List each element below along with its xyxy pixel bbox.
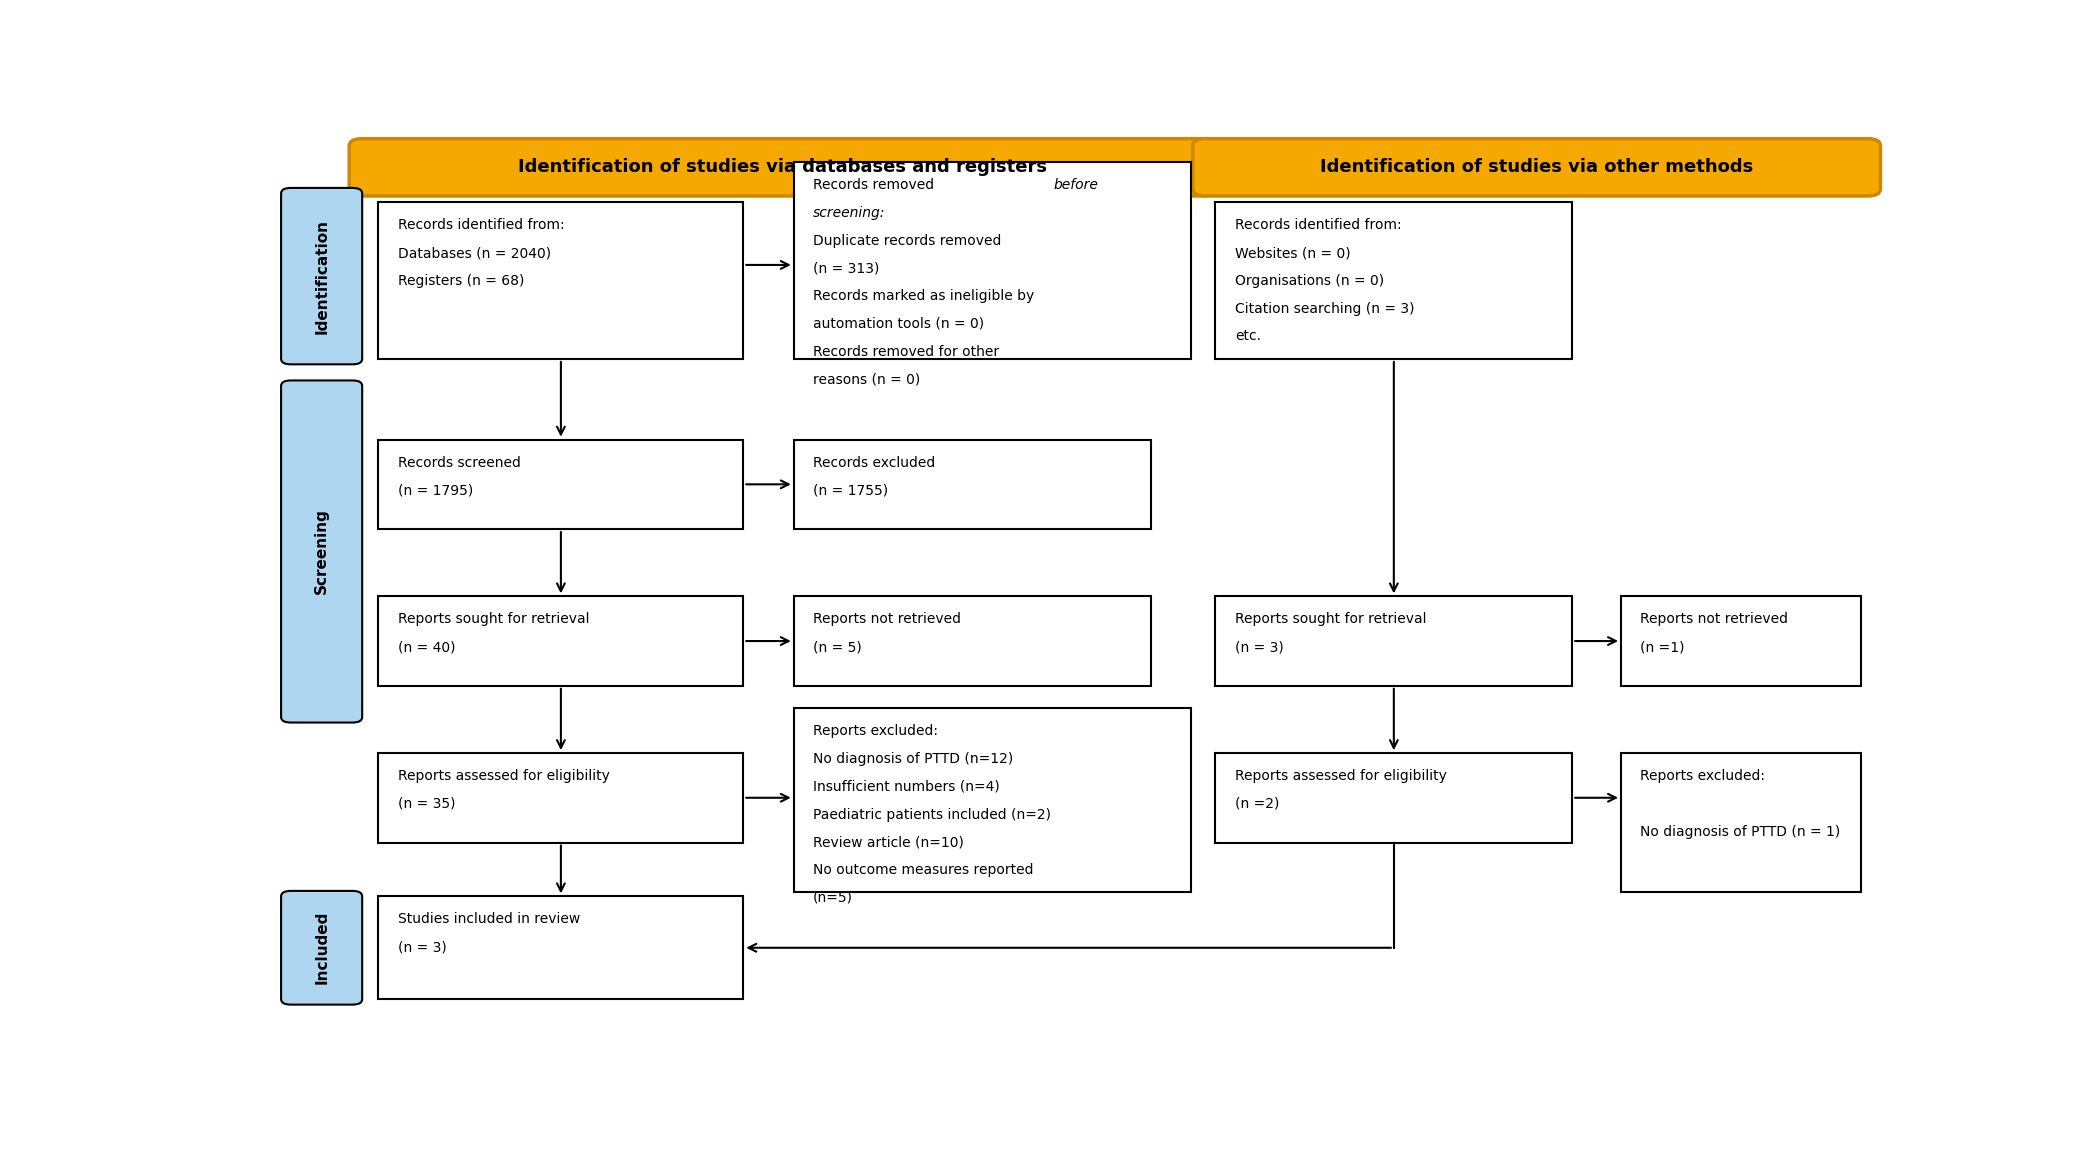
- Text: Records identified from:: Records identified from:: [398, 219, 565, 233]
- Text: (n =1): (n =1): [1641, 640, 1685, 654]
- Text: before: before: [1053, 178, 1099, 192]
- Bar: [1620, 752, 1861, 892]
- Text: reasons (n = 0): reasons (n = 0): [812, 372, 921, 386]
- Text: (n=5): (n=5): [812, 891, 854, 905]
- Bar: [1216, 752, 1572, 842]
- FancyBboxPatch shape: [280, 380, 362, 722]
- Text: automation tools (n = 0): automation tools (n = 0): [812, 316, 984, 330]
- Text: (n = 1795): (n = 1795): [398, 484, 473, 498]
- Bar: [379, 202, 743, 359]
- Text: Reports assessed for eligibility: Reports assessed for eligibility: [1235, 769, 1446, 783]
- Text: Screening: Screening: [314, 508, 329, 594]
- Text: (n = 313): (n = 313): [812, 262, 879, 276]
- Text: (n = 35): (n = 35): [398, 797, 456, 811]
- Text: Duplicate records removed: Duplicate records removed: [812, 234, 1003, 248]
- Text: Records excluded: Records excluded: [812, 456, 936, 470]
- Text: (n = 3): (n = 3): [398, 940, 446, 954]
- Text: Citation searching (n = 3): Citation searching (n = 3): [1235, 301, 1415, 315]
- Text: Identification of studies via other methods: Identification of studies via other meth…: [1321, 158, 1754, 177]
- Text: Paediatric patients included (n=2): Paediatric patients included (n=2): [812, 807, 1051, 821]
- Text: Included: Included: [314, 911, 329, 984]
- Text: Identification of studies via databases and registers: Identification of studies via databases …: [517, 158, 1046, 177]
- Text: Organisations (n = 0): Organisations (n = 0): [1235, 274, 1383, 288]
- Bar: [793, 440, 1151, 529]
- Text: etc.: etc.: [1235, 329, 1260, 343]
- Text: No diagnosis of PTTD (n=12): No diagnosis of PTTD (n=12): [812, 752, 1013, 766]
- Bar: [379, 752, 743, 842]
- Text: Reports not retrieved: Reports not retrieved: [812, 613, 961, 627]
- Text: (n = 1755): (n = 1755): [812, 484, 887, 498]
- Text: (n =2): (n =2): [1235, 797, 1279, 811]
- Text: Reports assessed for eligibility: Reports assessed for eligibility: [398, 769, 609, 783]
- Text: Registers (n = 68): Registers (n = 68): [398, 274, 523, 288]
- Bar: [1216, 597, 1572, 686]
- Text: Records removed: Records removed: [812, 178, 938, 192]
- Bar: [793, 597, 1151, 686]
- Text: (n = 40): (n = 40): [398, 640, 456, 654]
- Text: Insufficient numbers (n=4): Insufficient numbers (n=4): [812, 780, 1000, 794]
- Text: Reports sought for retrieval: Reports sought for retrieval: [398, 613, 590, 627]
- Bar: [379, 897, 743, 999]
- Bar: [793, 162, 1191, 359]
- FancyBboxPatch shape: [350, 138, 1216, 197]
- Text: (n = 3): (n = 3): [1235, 640, 1283, 654]
- Bar: [793, 708, 1191, 892]
- Text: Websites (n = 0): Websites (n = 0): [1235, 247, 1350, 261]
- Text: Records marked as ineligible by: Records marked as ineligible by: [812, 290, 1034, 304]
- Text: Reports excluded:: Reports excluded:: [812, 725, 938, 739]
- Text: Reports sought for retrieval: Reports sought for retrieval: [1235, 613, 1425, 627]
- Text: screening:: screening:: [812, 206, 885, 220]
- Text: No outcome measures reported: No outcome measures reported: [812, 863, 1034, 877]
- Text: (n = 5): (n = 5): [812, 640, 862, 654]
- Text: Databases (n = 2040): Databases (n = 2040): [398, 247, 550, 261]
- Text: Identification: Identification: [314, 219, 329, 334]
- Bar: [379, 597, 743, 686]
- Text: Reports not retrieved: Reports not retrieved: [1641, 613, 1787, 627]
- Text: No diagnosis of PTTD (n = 1): No diagnosis of PTTD (n = 1): [1641, 825, 1840, 839]
- Bar: [1216, 202, 1572, 359]
- Text: Review article (n=10): Review article (n=10): [812, 835, 965, 849]
- Text: Records screened: Records screened: [398, 456, 521, 470]
- Text: Studies included in review: Studies included in review: [398, 913, 580, 927]
- FancyBboxPatch shape: [1193, 138, 1880, 197]
- Bar: [379, 440, 743, 529]
- FancyBboxPatch shape: [280, 891, 362, 1005]
- Bar: [1620, 597, 1861, 686]
- Text: Reports excluded:: Reports excluded:: [1641, 769, 1764, 783]
- Text: Records identified from:: Records identified from:: [1235, 219, 1402, 233]
- Text: Records removed for other: Records removed for other: [812, 344, 998, 358]
- FancyBboxPatch shape: [280, 188, 362, 364]
